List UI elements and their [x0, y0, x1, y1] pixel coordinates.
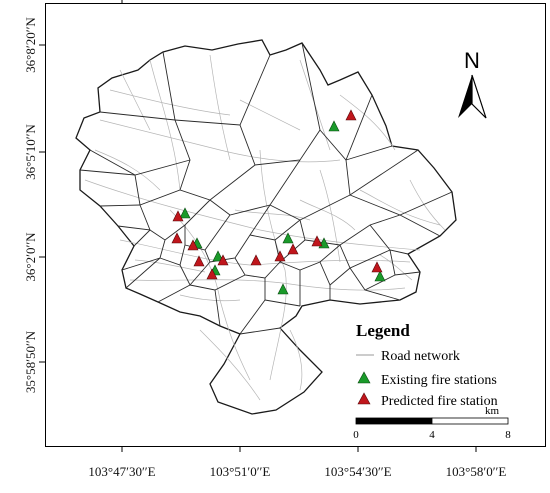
existing-station-marker — [277, 283, 289, 295]
road-network — [84, 54, 446, 401]
legend-existing-label: Existing fire stations — [381, 373, 497, 388]
voronoi-cells — [79, 42, 453, 335]
y-label-1: 36°8′20′′N — [23, 17, 38, 73]
predicted-station-marker — [287, 243, 299, 255]
legend-predicted-symbol — [357, 392, 371, 405]
predicted-station-marker — [250, 254, 262, 266]
study-area-boundary — [75, 39, 457, 415]
y-label-3: 36°2′0′′N — [23, 232, 38, 282]
predicted-station-marker — [371, 261, 383, 273]
north-arrow: N — [458, 48, 487, 119]
legend-existing-symbol — [357, 371, 371, 384]
predicted-station-marker — [217, 254, 229, 266]
existing-station-marker — [212, 250, 224, 262]
north-label: N — [464, 48, 480, 73]
x-label-1: 103°47′30′′E — [88, 464, 155, 479]
scale-tick-4: 4 — [429, 429, 435, 441]
existing-station-marker — [328, 120, 340, 132]
predicted-station-marker — [274, 250, 286, 262]
scale-bar-black-segment — [355, 417, 433, 425]
existing-station-marker — [179, 207, 191, 219]
scale-tick-0: 0 — [353, 429, 359, 441]
x-label-2: 103°51′0′′E — [210, 464, 271, 479]
predicted-station-marker — [172, 210, 184, 222]
north-arrow-right-half — [471, 74, 487, 119]
scale-bar: km 0 4 8 — [353, 405, 511, 441]
predicted-station-marker — [206, 268, 218, 280]
scale-bar-white-segment — [431, 417, 509, 425]
north-arrow-left-half — [458, 75, 472, 118]
y-label-4: 35°58′50′′N — [23, 330, 38, 393]
legend-road-label: Road network — [381, 349, 460, 364]
scale-tick-8: 8 — [505, 429, 511, 441]
frame-ticks — [39, 0, 477, 452]
existing-station-marker — [282, 232, 294, 244]
y-label-2: 36°5′10′′N — [23, 124, 38, 180]
predicted-station-marker — [193, 255, 205, 267]
predicted-station-marker — [311, 235, 323, 247]
predicted-station-marker — [171, 232, 183, 244]
scale-unit: km — [485, 405, 500, 417]
existing-station-marker — [374, 270, 386, 282]
x-label-3: 103°54′30′′E — [324, 464, 391, 479]
predicted-stations — [171, 109, 383, 280]
predicted-station-marker — [345, 109, 357, 121]
x-label-4: 103°58′0′′E — [446, 464, 507, 479]
map-frame — [45, 3, 546, 447]
legend-title: Legend — [356, 321, 410, 340]
predicted-station-marker — [187, 239, 199, 251]
legend: Legend Road network Existing fire statio… — [356, 321, 498, 409]
legend-predicted-label: Predicted fire station — [381, 394, 498, 409]
